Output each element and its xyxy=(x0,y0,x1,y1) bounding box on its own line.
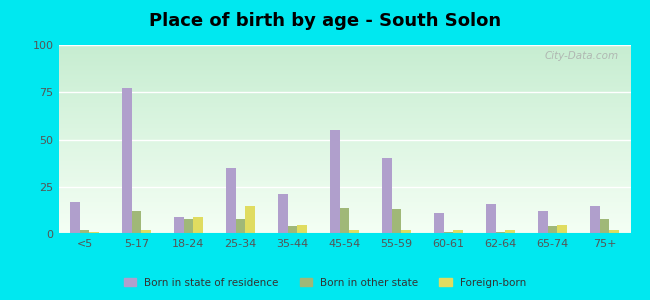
Bar xyxy=(297,224,307,234)
Bar xyxy=(89,232,99,234)
Bar xyxy=(330,130,340,234)
Text: Place of birth by age - South Solon: Place of birth by age - South Solon xyxy=(149,12,501,30)
Bar xyxy=(557,224,567,234)
Bar xyxy=(245,206,255,234)
Bar xyxy=(453,230,463,234)
Bar xyxy=(496,232,505,234)
Bar xyxy=(505,230,515,234)
Bar xyxy=(340,208,349,234)
Bar xyxy=(486,204,496,234)
Bar xyxy=(401,230,411,234)
Bar xyxy=(132,211,141,234)
Legend: Born in state of residence, Born in other state, Foreign-born: Born in state of residence, Born in othe… xyxy=(120,274,530,292)
Bar xyxy=(590,206,600,234)
Bar xyxy=(434,213,444,234)
Bar xyxy=(444,232,453,234)
Bar xyxy=(349,230,359,234)
Bar xyxy=(193,217,203,234)
Text: City-Data.com: City-Data.com xyxy=(545,51,619,61)
Bar xyxy=(184,219,193,234)
Bar xyxy=(122,88,132,234)
Bar xyxy=(226,168,236,234)
Bar xyxy=(600,219,609,234)
Bar xyxy=(174,217,184,234)
Bar xyxy=(548,226,557,234)
Bar xyxy=(609,230,619,234)
Bar xyxy=(236,219,245,234)
Bar xyxy=(141,230,151,234)
Bar xyxy=(392,209,401,234)
Bar xyxy=(288,226,297,234)
Bar xyxy=(278,194,288,234)
Bar xyxy=(80,230,89,234)
Bar xyxy=(70,202,80,234)
Bar xyxy=(382,158,392,234)
Bar xyxy=(538,211,548,234)
